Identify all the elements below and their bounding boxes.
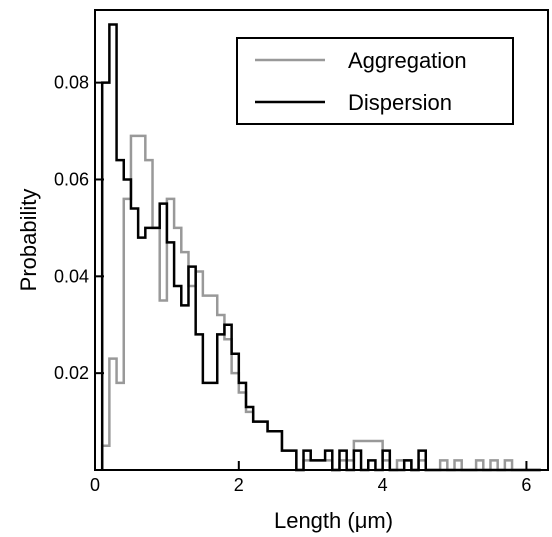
legend-box — [236, 37, 514, 125]
y-tick-label: 0.04 — [54, 266, 89, 286]
plot-frame — [94, 9, 549, 471]
x-axis-label: Length (μm) — [274, 508, 393, 533]
x-tick-label: 4 — [378, 475, 388, 495]
legend-label-aggregation: Aggregation — [348, 48, 467, 73]
ticks-layer: 0 2 4 6 0.02 0.04 0.06 0.08 — [54, 73, 531, 495]
y-tick-label: 0.08 — [54, 73, 89, 93]
x-tick-label: 6 — [521, 475, 531, 495]
y-tick-label: 0.02 — [54, 363, 89, 383]
legend-label-dispersion: Dispersion — [348, 90, 452, 115]
x-tick-label: 2 — [234, 475, 244, 495]
legend: Aggregation Dispersion — [236, 37, 514, 125]
x-tick-label: 0 — [90, 475, 100, 495]
y-tick-label: 0.06 — [54, 169, 89, 189]
series-aggregation-line — [100, 134, 541, 472]
y-axis-label: Probability — [16, 189, 41, 292]
